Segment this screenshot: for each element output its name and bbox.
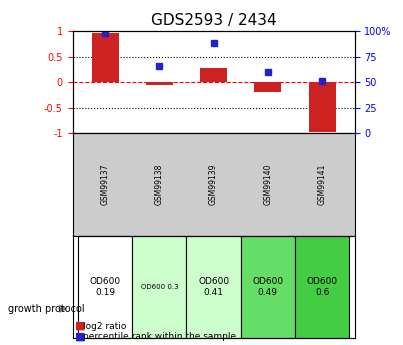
FancyBboxPatch shape xyxy=(187,236,241,338)
FancyBboxPatch shape xyxy=(241,236,295,338)
Text: GSM99138: GSM99138 xyxy=(155,164,164,205)
Text: GSM99139: GSM99139 xyxy=(209,164,218,205)
Text: GSM99141: GSM99141 xyxy=(318,164,326,205)
Bar xyxy=(200,68,227,82)
Text: OD600
0.19: OD600 0.19 xyxy=(89,277,120,297)
Text: log2 ratio: log2 ratio xyxy=(83,322,126,331)
Title: GDS2593 / 2434: GDS2593 / 2434 xyxy=(151,13,276,29)
Text: OD600
0.6: OD600 0.6 xyxy=(307,277,338,297)
FancyBboxPatch shape xyxy=(295,236,349,338)
FancyBboxPatch shape xyxy=(78,236,132,338)
Text: percentile rank within the sample: percentile rank within the sample xyxy=(83,332,236,341)
Text: GSM99137: GSM99137 xyxy=(101,164,110,205)
Text: ■: ■ xyxy=(75,321,85,331)
Text: OD600 0.3: OD600 0.3 xyxy=(141,284,178,290)
Bar xyxy=(254,82,281,92)
Text: OD600
0.49: OD600 0.49 xyxy=(252,277,283,297)
Text: ■: ■ xyxy=(75,332,85,341)
FancyBboxPatch shape xyxy=(132,236,187,338)
Text: OD600
0.41: OD600 0.41 xyxy=(198,277,229,297)
Bar xyxy=(309,82,336,132)
Bar xyxy=(146,82,173,85)
Text: GSM99140: GSM99140 xyxy=(263,164,272,205)
Text: growth protocol: growth protocol xyxy=(8,304,85,314)
Bar xyxy=(91,32,118,82)
